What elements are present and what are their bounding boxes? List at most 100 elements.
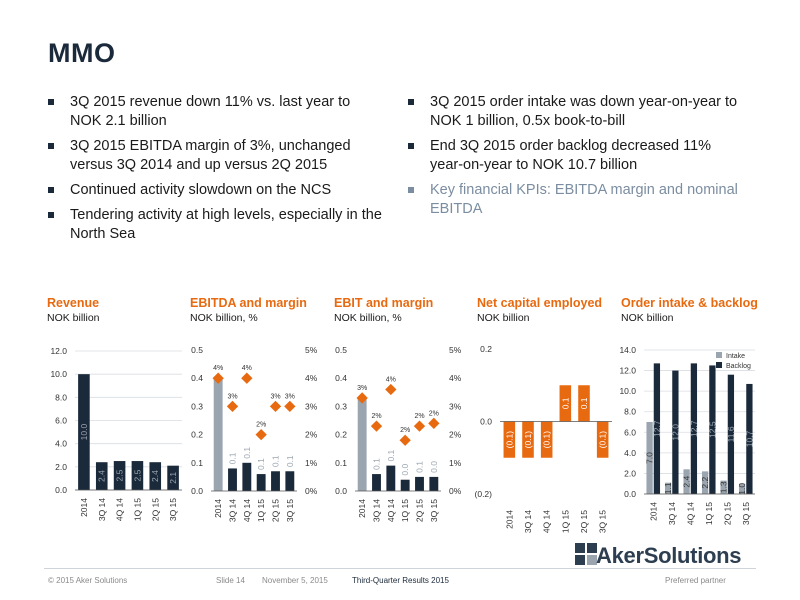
backlog-value-label: 12.0	[670, 424, 680, 441]
ebitda-value-label: 0.1	[256, 458, 266, 470]
margin-label: 2%	[371, 413, 381, 420]
margin-label: 4%	[213, 365, 223, 372]
y-tick-label: 2.0	[55, 462, 67, 472]
footer-copyright: © 2015 Aker Solutions	[48, 576, 128, 585]
x-tick-label: 1Q 15	[256, 499, 266, 522]
bullet-square-icon	[408, 187, 414, 193]
ebit-bar	[400, 479, 410, 491]
ebit-value-label: 0.1	[386, 449, 396, 461]
x-tick-label: 2Q 15	[579, 510, 589, 533]
bullet-square-icon	[408, 99, 414, 105]
intake-bar	[646, 422, 653, 494]
x-tick-label: 3Q 14	[667, 502, 677, 525]
nce-value-label: (0.1)	[598, 431, 608, 449]
bullet-item: Continued activity slowdown on the NCS	[48, 181, 383, 200]
footer-date: November 5, 2015	[262, 576, 328, 585]
ebit-chart-subtitle: NOK billion, %	[334, 312, 402, 324]
ebit-bar	[357, 397, 367, 491]
intake-value-label: 2.4	[682, 475, 692, 487]
bullet-text: Tendering activity at high levels, espec…	[70, 207, 382, 242]
y2-tick-label: 0%	[449, 486, 462, 496]
margin-label: 2%	[256, 422, 266, 429]
x-tick-label: 3Q 14	[228, 499, 238, 522]
revenue-bar	[113, 461, 126, 490]
y-tick-label: 14.0	[619, 345, 636, 355]
y2-tick-label: 2%	[449, 430, 462, 440]
ebitda-value-label: 0.4	[213, 428, 223, 440]
nce-bar	[540, 421, 553, 458]
nce-chart-subtitle: NOK billion	[477, 312, 530, 324]
intake-value-label: 7.0	[645, 452, 655, 464]
y-tick-label: 12.0	[619, 366, 636, 376]
backlog-bar	[690, 363, 698, 494]
footer-slide-number: Slide 14	[216, 576, 245, 585]
y-tick-label: 0.3	[191, 401, 203, 411]
bullet-text: 3Q 2015 EBITDA margin of 3%, unchanged v…	[70, 138, 351, 173]
y-tick-label: 0.1	[335, 458, 347, 468]
margin-marker	[269, 400, 282, 413]
backlog-bar	[727, 374, 735, 494]
nce-bar	[559, 385, 572, 422]
y-tick-label: 10.0	[50, 369, 67, 379]
intake-bar	[664, 482, 672, 494]
nce-bar	[522, 421, 534, 458]
x-tick-label: 4Q 14	[386, 499, 396, 522]
x-tick-label: 2014	[648, 502, 658, 521]
y-tick-label: 0.3	[335, 401, 347, 411]
revenue-bar	[149, 462, 162, 490]
revenue-value-label: 10.0	[79, 424, 89, 441]
nce-value-label: (0.1)	[504, 431, 514, 449]
margin-marker	[241, 372, 253, 384]
y-tick-label: 12.0	[50, 346, 67, 356]
x-tick-label: 3Q 15	[285, 499, 295, 522]
margin-marker	[385, 383, 397, 396]
bullet-item: End 3Q 2015 order backlog decreased 11% …	[408, 137, 748, 175]
y-tick-label: 0.0	[191, 486, 203, 496]
y-tick-label: 8.0	[55, 392, 67, 402]
intake-value-label: 2.2	[700, 477, 710, 489]
margin-label: 3%	[227, 393, 237, 400]
backlog-bar	[709, 365, 716, 494]
y-tick-label: 2.0	[624, 468, 636, 478]
legend-intake-swatch	[716, 352, 722, 358]
x-tick-label: 3Q 14	[523, 510, 533, 533]
revenue-value-label: 2.1	[168, 472, 178, 484]
ebit-value-label: 0.3	[357, 438, 367, 450]
margin-marker	[370, 420, 383, 432]
x-tick-label: 2014	[357, 499, 367, 518]
y-tick-label: 0.0	[55, 485, 67, 495]
x-tick-label: 4Q 14	[685, 502, 695, 525]
y-tick-label: 0.2	[191, 430, 203, 440]
legend-label: Backlog	[726, 363, 751, 370]
ebit-value-label: 0.0	[400, 464, 410, 476]
y-tick-label: 0.4	[335, 373, 347, 383]
backlog-bar	[653, 363, 661, 494]
margin-label: 2%	[429, 410, 439, 417]
y-tick-label: 0.0	[335, 486, 347, 496]
ebitda-chart-subtitle: NOK billion, %	[190, 312, 258, 324]
margin-label: 3%	[270, 393, 280, 400]
ebitda-bar	[213, 378, 223, 491]
y-tick-label: 8.0	[624, 407, 636, 417]
bullet-square-icon	[408, 143, 414, 149]
aker-logo-text: AkerSolutions	[596, 543, 742, 568]
x-tick-label: 1Q 15	[132, 498, 142, 521]
x-tick-label: 2014	[213, 499, 223, 518]
x-tick-label: 3Q 15	[598, 510, 608, 533]
y2-tick-label: 3%	[305, 401, 318, 411]
bullet-square-icon	[48, 187, 54, 193]
revenue-value-label: 2.4	[97, 470, 107, 482]
order-chart-title: Order intake & backlog	[621, 296, 758, 310]
nce-value-label: 0.1	[579, 397, 589, 409]
charts-area: 0.0 2.0 4.0 6.0 8.0 10.0 12.0 10.0 2.4 2.5 2.5 2.4 2…	[50, 344, 755, 533]
x-tick-label: 4Q 14	[115, 498, 125, 521]
bullet-item: Tendering activity at high levels, espec…	[48, 206, 383, 244]
revenue-bar	[167, 465, 179, 490]
y2-tick-label: 5%	[305, 345, 318, 355]
y2-tick-label: 3%	[449, 401, 462, 411]
intake-bar	[701, 471, 709, 494]
y-tick-label: 0.2	[480, 344, 492, 354]
x-tick-label: 4Q 14	[242, 499, 252, 522]
bullet-text: 3Q 2015 revenue down 11% vs. last year t…	[70, 94, 351, 129]
ebit-value-label: 0.1	[372, 458, 382, 470]
